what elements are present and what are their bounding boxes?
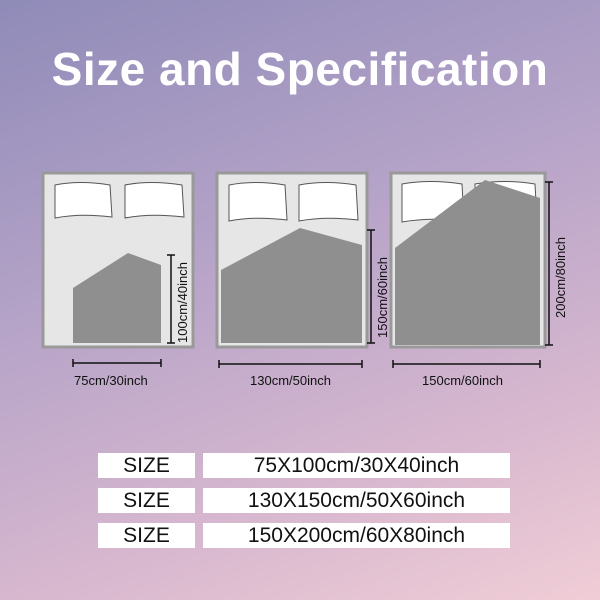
bed-medium bbox=[215, 171, 375, 368]
bed-small-height-label: 100cm/40inch bbox=[175, 262, 190, 343]
bed-small-width-label: 75cm/30inch bbox=[74, 373, 148, 388]
size-value: 75X100cm/30X40inch bbox=[203, 453, 510, 478]
bed-large-height-label: 200cm/80inch bbox=[553, 237, 568, 318]
bed-large bbox=[389, 171, 553, 368]
bed-medium-height-label: 150cm/60inch bbox=[375, 257, 390, 338]
size-label: SIZE bbox=[98, 453, 195, 478]
bed-medium-width-label: 130cm/50inch bbox=[250, 373, 331, 388]
bed-large-width-label: 150cm/60inch bbox=[422, 373, 503, 388]
page-title: Size and Specification bbox=[51, 43, 549, 95]
size-value: 130X150cm/50X60inch bbox=[203, 488, 510, 513]
size-value: 150X200cm/60X80inch bbox=[203, 523, 510, 548]
size-label: SIZE bbox=[98, 488, 195, 513]
size-label: SIZE bbox=[98, 523, 195, 548]
bed-small bbox=[41, 171, 195, 367]
